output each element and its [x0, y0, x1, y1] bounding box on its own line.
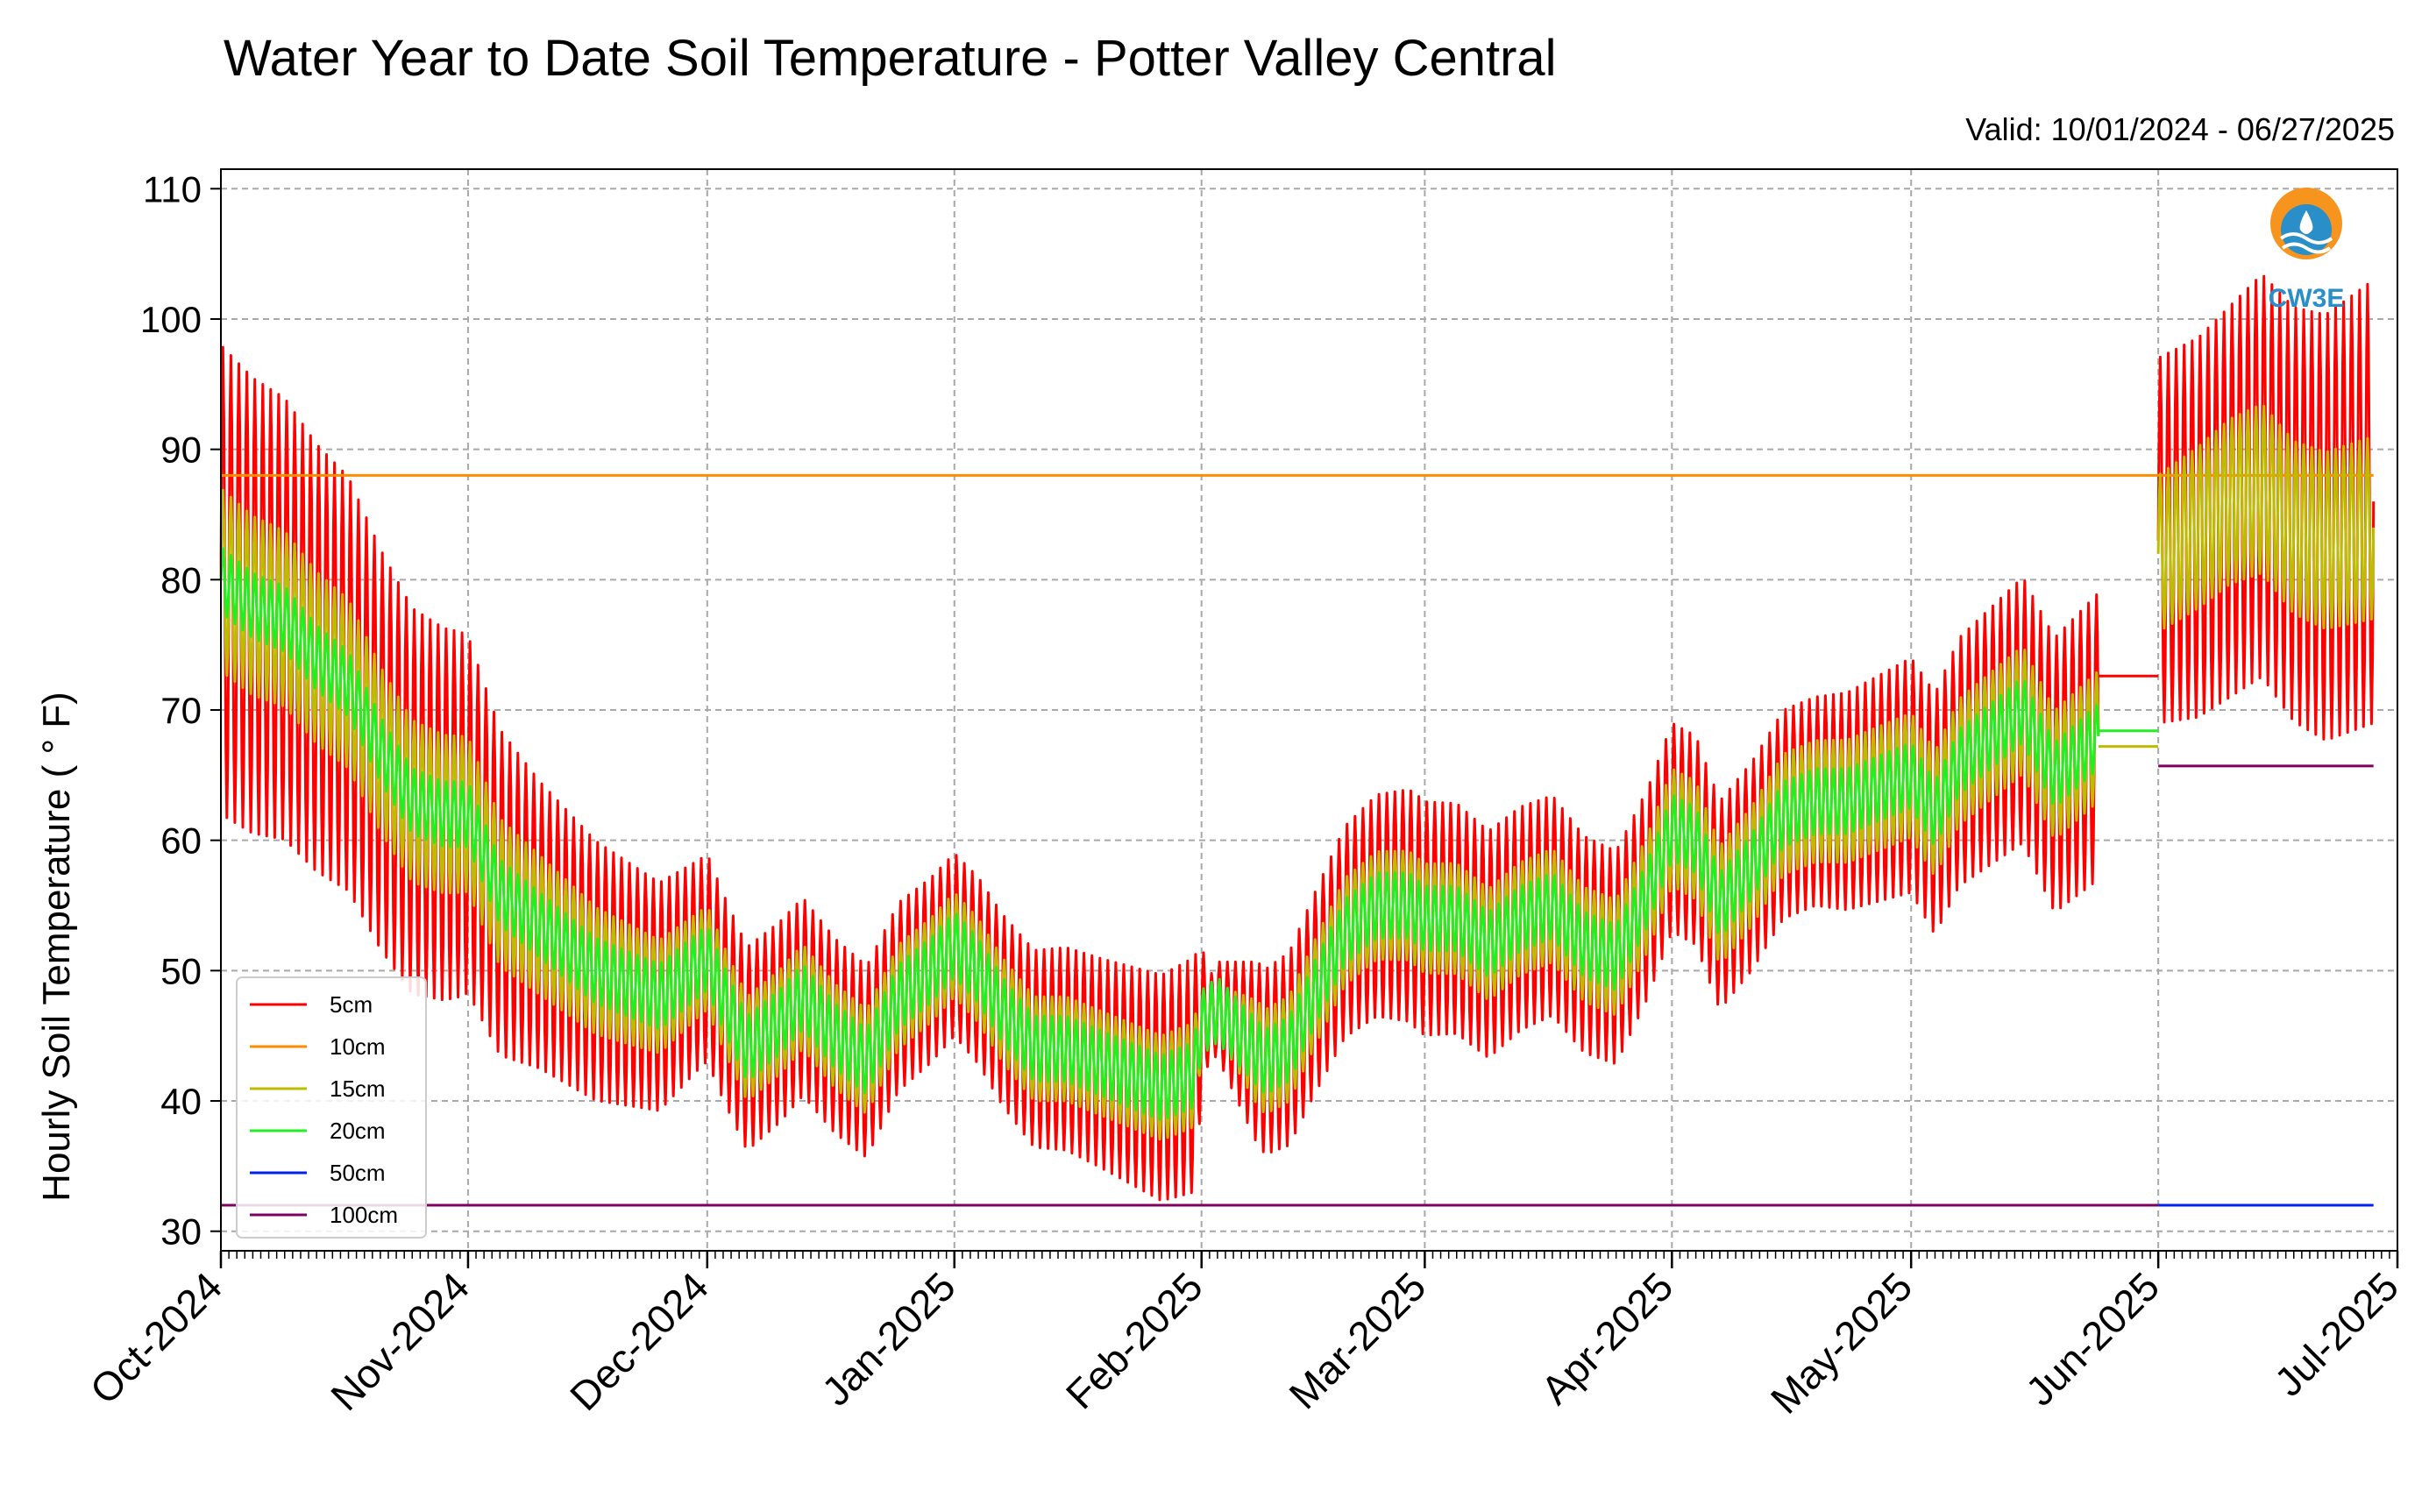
- legend: 5cm 10cm 15cm 20cm 50cm 100cm: [236, 976, 427, 1239]
- series-line-5cm: [219, 345, 2100, 1202]
- y-tick-label: 30: [160, 1211, 202, 1253]
- axes: [210, 168, 2399, 1268]
- y-tick-label: 100: [140, 299, 202, 340]
- y-tick-label: 80: [160, 559, 202, 600]
- legend-label-100cm: 100cm: [330, 1202, 398, 1228]
- y-tick-label: 40: [160, 1081, 202, 1122]
- series-line-15cm: [219, 488, 2100, 1141]
- series-100cm: [221, 764, 2374, 1207]
- series-line-15cm: [2156, 405, 2376, 630]
- logo-text: CW3E: [2269, 284, 2345, 313]
- logo-drop-icon: [2299, 210, 2313, 234]
- legend-label-50cm: 50cm: [330, 1160, 386, 1186]
- y-tick-label: 60: [160, 820, 202, 862]
- chart-title: Water Year to Date Soil Temperature - Po…: [224, 30, 1557, 87]
- legend-label-10cm: 10cm: [330, 1033, 386, 1060]
- valid-date-range: Valid: 10/01/2024 - 06/27/2025: [1965, 111, 2395, 147]
- series-15cm: [219, 405, 2376, 1141]
- series-layer: [219, 274, 2376, 1207]
- series-line-20cm: [219, 547, 2100, 1121]
- y-axis-label: Hourly Soil Temperature ( ° F): [35, 692, 78, 1202]
- legend-label-15cm: 15cm: [330, 1075, 386, 1102]
- y-tick-label: 50: [160, 950, 202, 991]
- legend-label-5cm: 5cm: [330, 991, 373, 1018]
- cw3e-logo: CW3E: [2269, 188, 2345, 313]
- legend-label-20cm: 20cm: [330, 1118, 386, 1144]
- y-tick-label: 70: [160, 690, 202, 731]
- y-tick-label: 90: [160, 429, 202, 471]
- y-tick-label: 110: [143, 168, 202, 209]
- series-20cm: [219, 547, 2159, 1121]
